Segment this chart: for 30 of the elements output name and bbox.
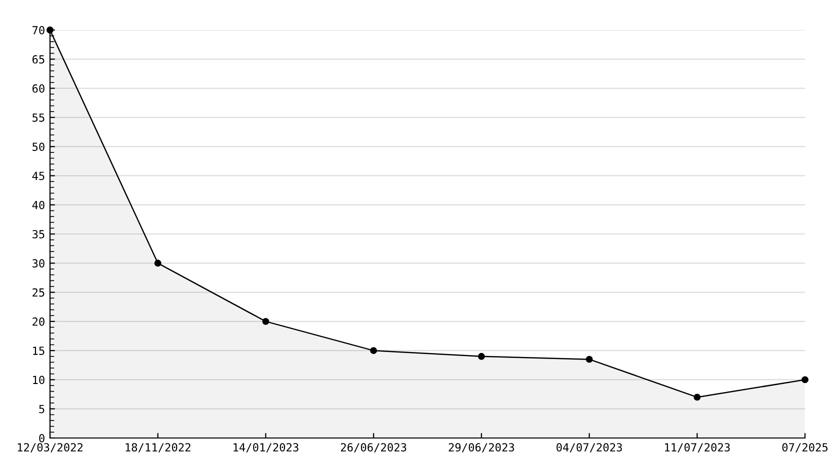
x-tick-label: 29/06/2023 <box>448 443 514 452</box>
x-tick-label: 11/07/2023 <box>665 443 730 452</box>
y-tick-label: 30 <box>32 259 44 268</box>
x-tick-label: 12/03/2022 <box>18 443 83 452</box>
y-tick-label: 65 <box>32 55 44 64</box>
y-tick-label: 55 <box>32 114 44 122</box>
point <box>586 356 593 363</box>
point <box>478 352 485 360</box>
x-tick-label: 07/2025 <box>782 443 828 452</box>
y-tick-label: 60 <box>32 84 44 93</box>
y-tick-label: 20 <box>32 317 44 326</box>
point <box>694 394 701 401</box>
point <box>262 318 270 325</box>
y-tick-label: 10 <box>33 376 44 384</box>
y-tick-label: 40 <box>32 200 44 210</box>
x-tick-label: 26/06/2023 <box>340 443 406 452</box>
x-tick-label: 18/11/2022 <box>126 443 190 452</box>
point <box>370 347 378 354</box>
y-tick-label: 15 <box>33 346 44 355</box>
x-tick-label: 14/01/2023 <box>234 443 298 452</box>
y-tick-label: 70 <box>32 26 44 34</box>
x-tick-label: 04/07/2023 <box>556 443 622 452</box>
point <box>802 376 808 384</box>
y-tick-label: 45 <box>32 172 44 180</box>
y-tick-label: 25 <box>32 288 44 297</box>
point <box>154 260 162 267</box>
y-tick-label: 0 <box>39 434 44 442</box>
y-tick-label: 50 <box>32 142 44 151</box>
y-tick-label: 5 <box>39 405 44 414</box>
y-tick-label: 35 <box>32 230 44 238</box>
